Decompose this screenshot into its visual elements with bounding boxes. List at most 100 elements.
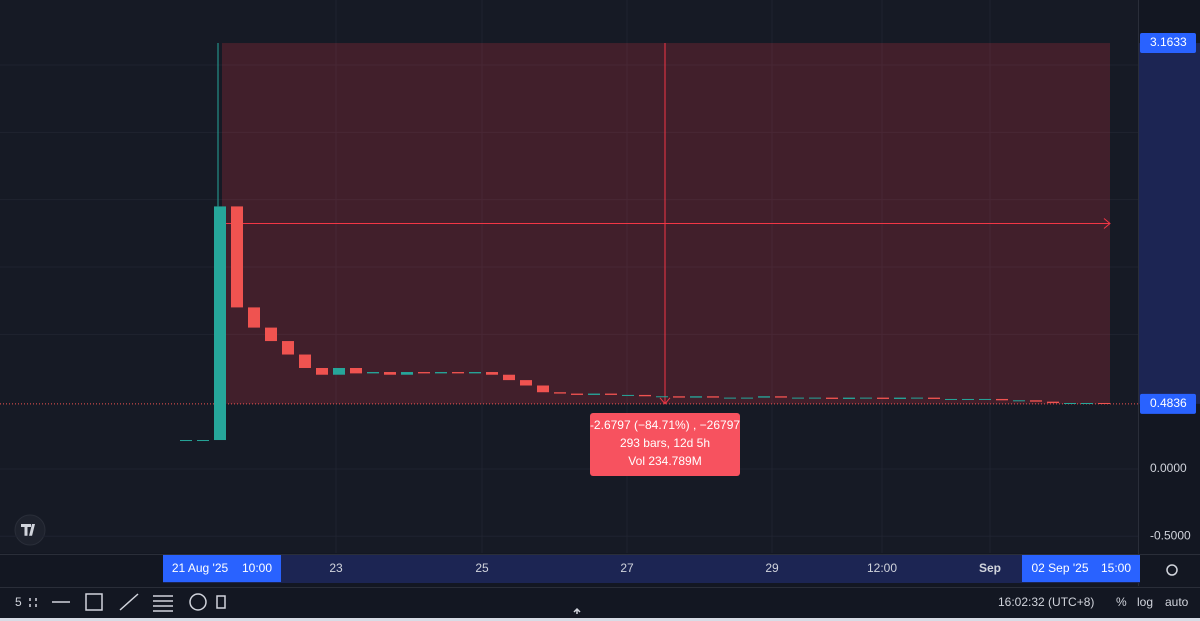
- time-range-highlight: [163, 555, 1140, 583]
- candle: [520, 380, 532, 386]
- candle: [299, 354, 311, 368]
- measure-tooltip: -2.6797 (−84.71%) , −26797 293 bars, 12d …: [590, 413, 740, 476]
- candle: [452, 372, 464, 374]
- toolbar-interval[interactable]: 5: [15, 595, 22, 609]
- measure-arrow: [1103, 218, 1111, 229]
- candle: [1047, 401, 1059, 404]
- tooltip-bars: 293 bars, 12d 5h: [620, 436, 710, 450]
- icon-trend: [119, 593, 139, 611]
- x-tick-label: 27: [620, 561, 634, 575]
- price-label-text: 0.4836: [1150, 396, 1187, 410]
- candle: [316, 367, 328, 375]
- y-tick-label: -0.5000: [1150, 528, 1191, 542]
- x-tick-label: 25: [475, 561, 489, 575]
- candle: [860, 397, 872, 399]
- y-tick-label: 0.0000: [1150, 461, 1187, 475]
- candle: [996, 398, 1008, 401]
- time-range-box: [1022, 555, 1140, 582]
- price-label: 0.4836: [1140, 393, 1196, 414]
- candle: [877, 397, 889, 399]
- toolbar-percent[interactable]: %: [1116, 595, 1127, 609]
- toolbar-clock: 16:02:32 (UTC+8): [998, 595, 1094, 609]
- candle: [248, 307, 260, 328]
- candle: [333, 367, 345, 375]
- candle: [826, 397, 838, 399]
- candle: [775, 396, 787, 398]
- x-tick-label: Sep: [979, 561, 1001, 575]
- time-range-text: 10:00: [242, 561, 272, 575]
- candle: [843, 397, 855, 399]
- candle: [214, 206, 226, 441]
- candle: [962, 398, 974, 400]
- candle: [911, 397, 923, 399]
- window-edge: [0, 618, 1200, 621]
- icon-rect: [85, 593, 103, 611]
- time-range-label: 02 Sep '25 15:00: [1022, 555, 1140, 582]
- toolbar-auto[interactable]: auto: [1165, 595, 1189, 609]
- toolbar-log[interactable]: log: [1137, 595, 1153, 609]
- price-label-box: [1140, 33, 1196, 54]
- candle: [656, 396, 668, 398]
- candle: [622, 394, 634, 396]
- time-range-text: 02 Sep '25: [1031, 561, 1088, 575]
- icon-settings: [1166, 564, 1178, 576]
- icon-dots: [29, 598, 37, 607]
- candle: [367, 372, 379, 374]
- price-label: 3.1633: [1140, 33, 1196, 54]
- time-range-text: 21 Aug '25: [172, 561, 229, 575]
- candle: [231, 206, 243, 308]
- icon-cut: [216, 595, 226, 609]
- candle: [350, 367, 362, 374]
- candle: [1081, 403, 1093, 405]
- plot-area: [0, 0, 1138, 553]
- candle: [197, 440, 209, 442]
- candle: [639, 394, 651, 397]
- candle: [486, 372, 498, 375]
- price-range-highlight: [1139, 43, 1200, 404]
- candle: [809, 397, 821, 399]
- candle: [282, 341, 294, 355]
- candle: [554, 392, 566, 394]
- candle: [690, 396, 702, 398]
- candle: [758, 396, 770, 398]
- logo: [14, 514, 46, 546]
- x-tick-label: 12:00: [867, 561, 897, 575]
- candle: [605, 393, 617, 395]
- tooltip-volume: Vol 234.789M: [628, 454, 701, 468]
- candle: [1064, 403, 1076, 405]
- candle: [741, 397, 753, 399]
- candle: [401, 372, 413, 375]
- candle: [673, 396, 685, 398]
- measure-arrow: [659, 397, 671, 405]
- candle: [1030, 400, 1042, 402]
- price-label-text: 3.1633: [1150, 35, 1187, 49]
- candle: [571, 393, 583, 395]
- icon-star: [189, 593, 207, 611]
- candle: [724, 397, 736, 399]
- candle: [588, 393, 600, 395]
- time-range-text: 15:00: [1101, 561, 1131, 575]
- tooltip-box: [590, 413, 740, 476]
- price-label-box: [1140, 393, 1196, 414]
- time-range-box: [163, 555, 281, 582]
- candle: [537, 385, 549, 393]
- candle: [894, 397, 906, 399]
- candle: [435, 372, 447, 374]
- tooltip-change: -2.6797 (−84.71%) , −26797: [590, 418, 740, 432]
- candle: [265, 327, 277, 342]
- logo-circle: [14, 514, 46, 546]
- candle: [384, 372, 396, 375]
- candle: [792, 397, 804, 399]
- candle: [418, 372, 430, 374]
- logo-glyph: [21, 524, 35, 536]
- candle: [928, 397, 940, 399]
- candle: [180, 440, 192, 442]
- toolbar-icons: [29, 564, 1178, 614]
- icon-fib: [153, 595, 173, 612]
- candle: [707, 396, 719, 398]
- candle: [469, 372, 481, 374]
- candle: [1098, 403, 1110, 405]
- icon-up-arrow: [573, 607, 581, 614]
- x-tick-label: 29: [765, 561, 779, 575]
